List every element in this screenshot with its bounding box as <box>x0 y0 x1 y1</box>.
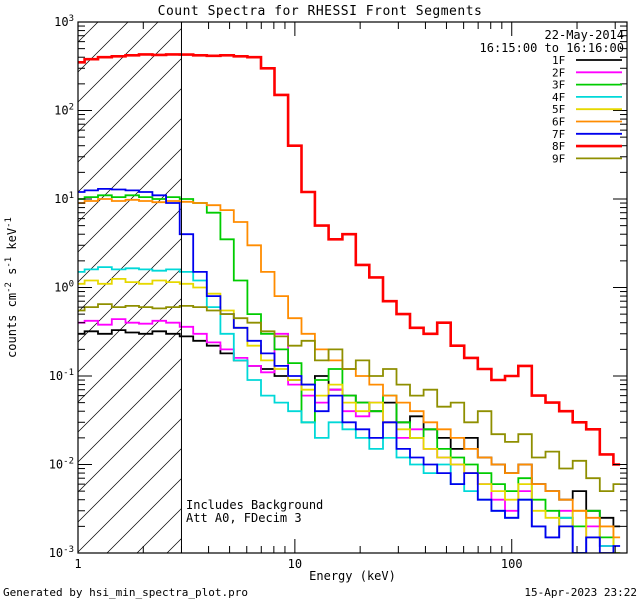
observation-date: 22-May-2014 <box>544 28 624 42</box>
y-axis-label: counts cm-2 s-1 keV-1 <box>4 217 19 358</box>
legend-label-7F: 7F <box>552 128 565 141</box>
y-tick-label: 102 <box>54 103 74 118</box>
hatched-low-energy-region <box>78 22 182 553</box>
y-tick-label: 10-1 <box>49 368 74 383</box>
attenuator-note: Att A0, FDecim 3 <box>186 511 302 525</box>
y-tick-label: 10-2 <box>49 457 74 472</box>
series-7F <box>78 188 621 553</box>
series-8F <box>78 53 621 466</box>
chart-title: Count Spectra for RHESSI Front Segments <box>157 4 483 19</box>
x-tick-label: 100 <box>501 557 523 571</box>
x-tick-label: 10 <box>288 557 302 571</box>
render-timestamp: 15-Apr-2023 23:22 <box>524 586 637 599</box>
legend-label-5F: 5F <box>552 103 565 116</box>
legend-label-2F: 2F <box>552 66 565 79</box>
legend-label-1F: 1F <box>552 54 565 67</box>
legend-label-8F: 8F <box>552 140 565 153</box>
legend-label-3F: 3F <box>552 79 565 92</box>
legend-label-6F: 6F <box>552 116 565 129</box>
series-9F <box>78 303 621 492</box>
generator-credit: Generated by hsi_min_spectra_plot.pro <box>3 586 249 599</box>
y-tick-label: 100 <box>54 280 74 295</box>
legend-label-4F: 4F <box>552 91 565 104</box>
series-5F <box>78 278 621 553</box>
time-range: 16:15:00 to 16:16:00 <box>479 41 625 55</box>
x-tick-label: 1 <box>74 557 81 571</box>
background-note: Includes Background <box>186 498 324 512</box>
y-tick-label: 101 <box>54 191 74 206</box>
axis-ticks <box>77 21 627 554</box>
x-axis-label: Energy (keV) <box>309 569 396 583</box>
legend-label-9F: 9F <box>552 152 565 165</box>
series-lines <box>78 53 621 553</box>
y-tick-label: 10-3 <box>49 545 74 560</box>
